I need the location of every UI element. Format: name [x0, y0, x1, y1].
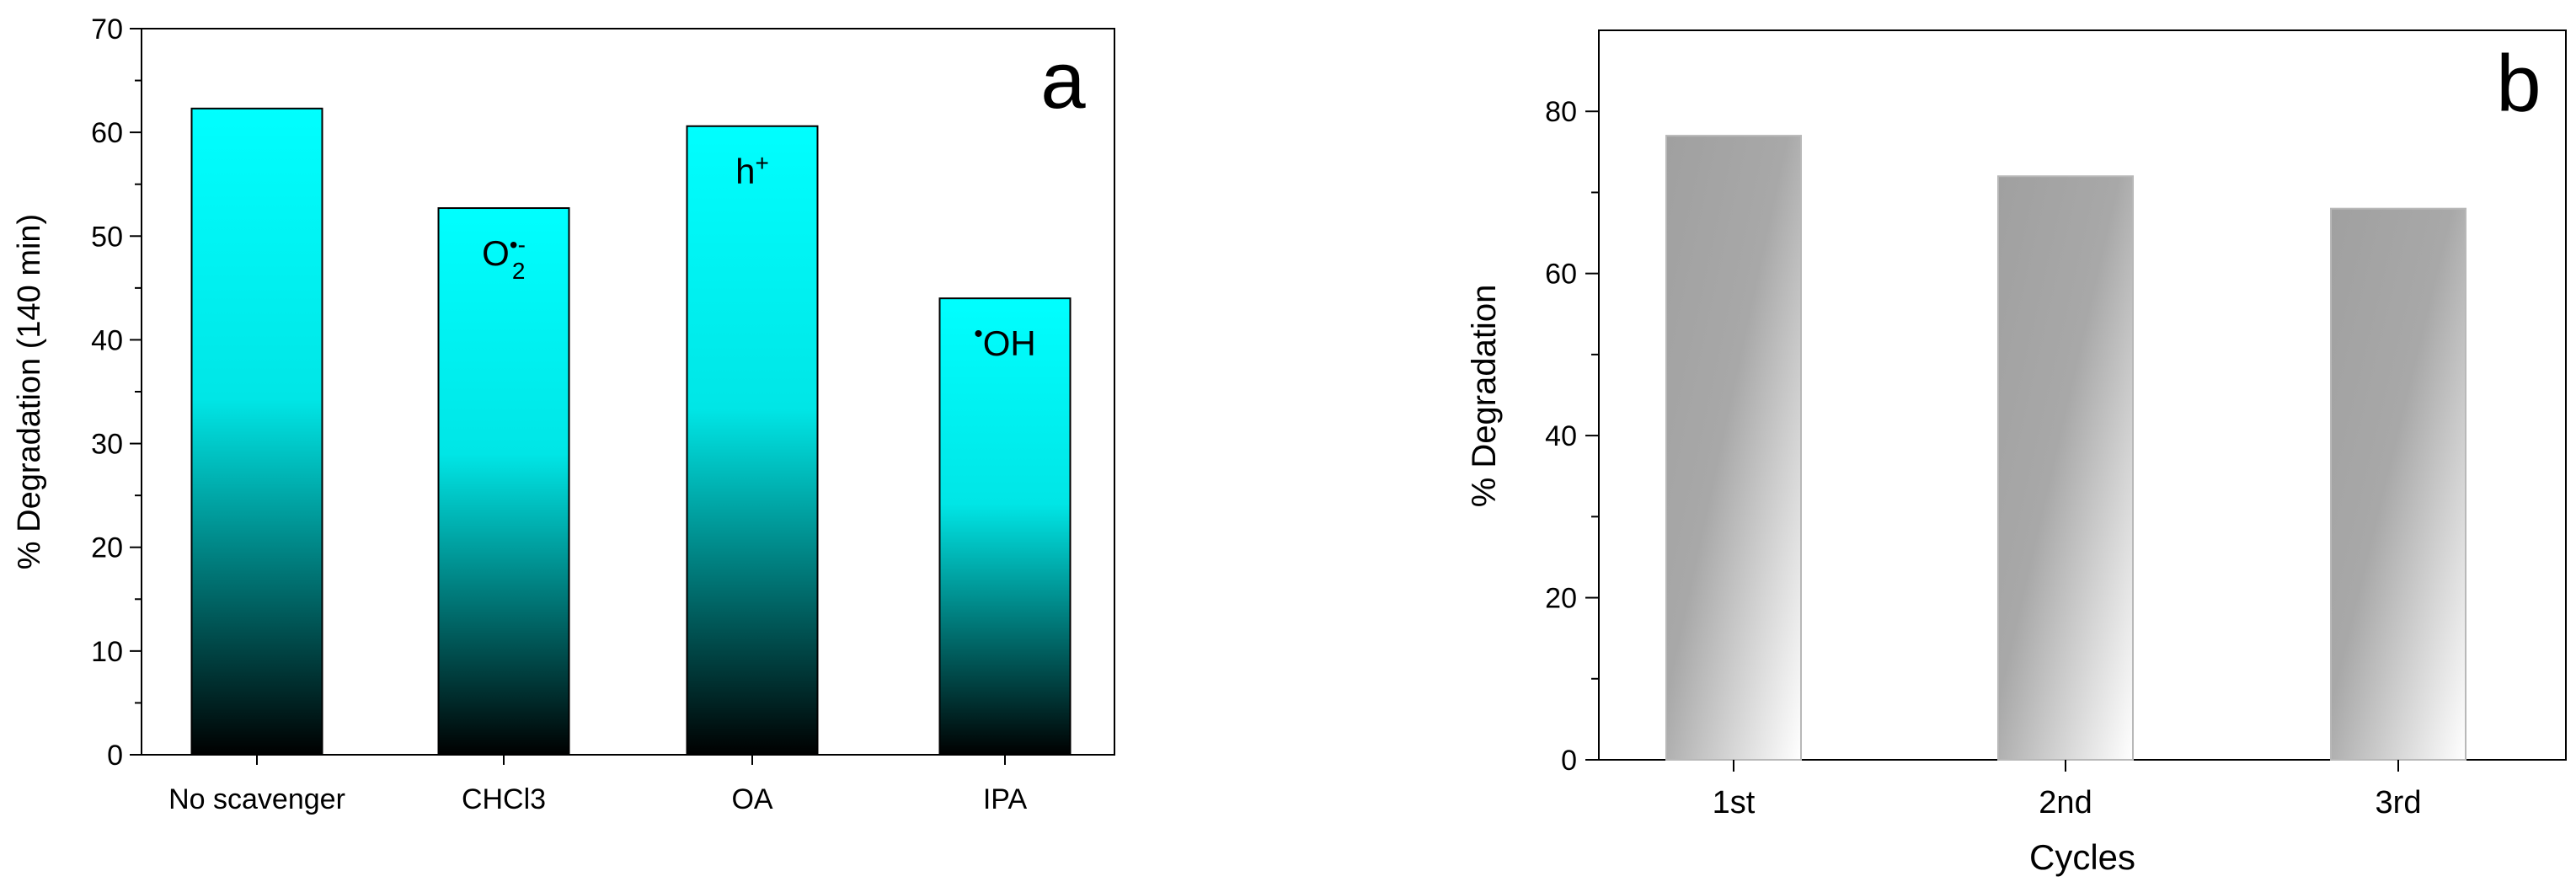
chart-a-y-axis-title: % Degradation (140 min)	[12, 214, 47, 569]
chart-a-bar	[938, 297, 1072, 756]
chart-a-bar	[190, 107, 323, 756]
chart-b-y-tick-label: 40	[1545, 420, 1577, 452]
chart-a-bar-annotation: h+	[735, 149, 769, 191]
chart-a-bar-annotation: O•-2	[482, 232, 526, 284]
chart-b-x-tick-label: 2nd	[2039, 785, 2092, 820]
chart-a-y-tick-label: 0	[107, 740, 123, 772]
chart-a-y-tick-label: 20	[91, 532, 123, 564]
chart-a-x-tick-label: OA	[731, 783, 772, 815]
chart-a-y-tick-label: 40	[91, 324, 123, 356]
chart-b: 0 20 40 60 80 1st 2nd 3rd % Degradation Cycles…	[1466, 29, 2567, 877]
chart-b-y-tick-label: 80	[1545, 96, 1577, 128]
chart-a-y-tick-label: 60	[91, 117, 123, 149]
chart-b-bar	[2330, 207, 2466, 761]
chart-b-y-tick-label: 0	[1561, 745, 1577, 777]
chart-b-x-tick-label: 3rd	[2376, 785, 2422, 820]
chart-b-bar	[1997, 175, 2134, 761]
chart-b-y-axis-title: % Degradation	[1466, 285, 1503, 508]
chart-a-x-tick-label: No scavenger	[168, 783, 345, 815]
chart-a-bar	[686, 125, 819, 756]
chart-a-bar	[437, 207, 570, 756]
chart-b-y-tick-label: 60	[1545, 259, 1577, 291]
chart-b-panel-label: b	[2496, 39, 2541, 129]
chart-b-x-axis-title: Cycles	[2029, 837, 2135, 877]
chart-a-y-tick-label: 70	[91, 13, 123, 45]
chart-a-y-tick-label: 30	[91, 429, 123, 461]
chart-a-y-tick-label: 10	[91, 636, 123, 668]
chart-a-x-tick-label: CHCl3	[462, 783, 546, 815]
chart-a: 0 10 20 30 40 50 60 70 No scavenger CHCl3 OA IPA O…	[12, 13, 1115, 815]
chart-b-x-tick-label: 1st	[1713, 785, 1756, 820]
chart-b-y-tick-label: 20	[1545, 583, 1577, 615]
chart-a-panel-label: a	[1040, 35, 1086, 126]
chart-a-bar-annotation: •OH	[974, 320, 1036, 364]
chart-b-bar	[1665, 135, 1802, 761]
chart-a-y-tick-label: 50	[91, 221, 123, 253]
chart-a-x-tick-label: IPA	[983, 783, 1028, 815]
